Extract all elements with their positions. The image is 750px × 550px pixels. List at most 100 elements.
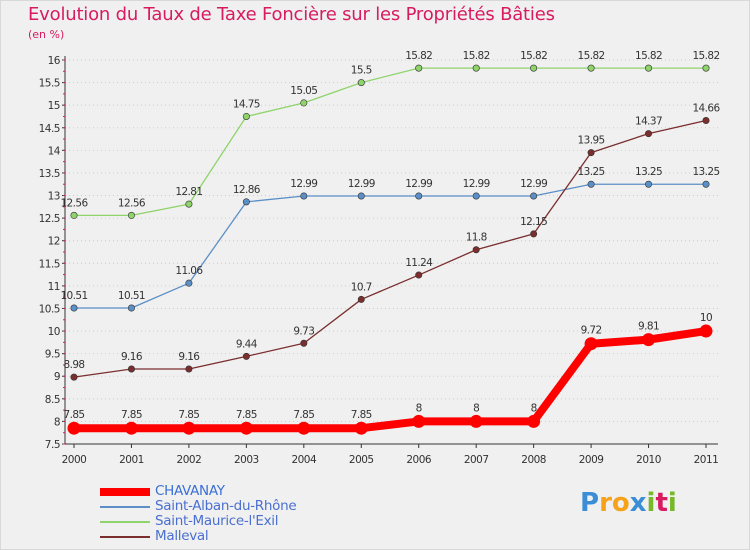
data-label: 7.85	[293, 409, 314, 421]
x-tick-label: 2001	[119, 454, 144, 466]
data-point	[415, 271, 423, 279]
y-tick-label: 14	[48, 145, 61, 157]
y-tick-label: 9.5	[45, 349, 60, 361]
data-point	[472, 64, 480, 72]
data-label: 13.95	[578, 135, 605, 147]
series-line	[73, 119, 707, 378]
data-label: 9.16	[178, 351, 200, 363]
data-point	[472, 246, 480, 254]
series-line	[73, 67, 707, 217]
data-point	[242, 198, 250, 206]
y-tick-label: 12.5	[39, 213, 60, 225]
data-label: 12.86	[233, 184, 261, 196]
data-label: 15.82	[463, 50, 490, 62]
data-point	[70, 373, 78, 381]
x-tick-label: 2011	[694, 454, 719, 466]
data-point	[185, 365, 193, 373]
data-label: 7.85	[236, 409, 257, 421]
data-point	[645, 180, 653, 188]
data-label: 11.06	[175, 265, 203, 277]
data-point	[300, 192, 308, 200]
legend-swatch	[100, 506, 150, 508]
data-point	[530, 64, 538, 72]
data-point	[645, 130, 653, 138]
data-label: 12.99	[520, 178, 547, 190]
x-tick-label: 2006	[406, 454, 432, 466]
logo-letter: o	[611, 488, 630, 518]
data-label: 12.81	[175, 186, 202, 198]
data-point	[70, 304, 78, 312]
legend-swatch	[100, 488, 150, 496]
data-point	[472, 192, 480, 200]
data-label: 13.25	[578, 166, 605, 178]
y-tick-label: 11.5	[39, 258, 60, 270]
data-label: 11.24	[405, 257, 433, 269]
y-tick-label: 8.5	[45, 394, 60, 406]
data-label: 8.98	[64, 359, 85, 371]
data-label: 15.82	[405, 50, 432, 62]
series-line	[73, 183, 707, 309]
logo-letter: i	[646, 488, 656, 518]
data-label: 9.44	[236, 338, 258, 350]
data-label: 12.15	[520, 216, 547, 228]
data-label: 15.82	[635, 50, 662, 62]
data-point	[702, 64, 710, 72]
data-point	[67, 421, 81, 435]
data-label: 12.99	[348, 178, 375, 190]
data-label: 14.37	[635, 116, 662, 128]
data-point	[530, 192, 538, 200]
data-label: 10	[700, 312, 712, 324]
data-label: 7.85	[351, 409, 372, 421]
x-tick-label: 2007	[464, 454, 489, 466]
data-label: 15.82	[520, 50, 547, 62]
data-label: 12.99	[405, 178, 432, 190]
y-tick-label: 8	[54, 416, 60, 428]
logo-letter: i	[667, 488, 677, 518]
data-point	[699, 324, 713, 338]
x-tick-label: 2004	[291, 454, 317, 466]
data-point	[354, 421, 368, 435]
data-point	[357, 192, 365, 200]
logo-letter: t	[655, 488, 668, 518]
data-label: 15.05	[290, 85, 317, 97]
legend-swatch	[100, 536, 150, 538]
data-point	[127, 365, 135, 373]
data-point	[185, 200, 193, 208]
x-tick-label: 2002	[177, 454, 202, 466]
plot-area	[65, 58, 718, 444]
data-point	[587, 149, 595, 157]
data-label: 8	[473, 402, 479, 414]
data-label: 10.51	[118, 290, 145, 302]
y-tick-label: 7.5	[45, 439, 60, 451]
proxiti-logo: Proxiti	[580, 488, 677, 518]
data-label: 12.99	[290, 178, 317, 190]
data-label: 15.82	[692, 50, 719, 62]
data-label: 9.72	[581, 325, 602, 337]
x-tick-label: 2000	[62, 454, 87, 466]
data-point	[587, 180, 595, 188]
data-point	[415, 64, 423, 72]
data-point	[415, 192, 423, 200]
data-point	[300, 99, 308, 107]
logo-letter: r	[599, 488, 612, 518]
data-label: 14.75	[233, 98, 260, 110]
y-tick-label: 9	[54, 371, 60, 383]
x-tick-label: 2005	[349, 454, 374, 466]
data-label: 10.7	[351, 281, 372, 293]
y-tick-label: 15	[48, 100, 60, 112]
data-label: 9.81	[638, 321, 659, 333]
series-line	[70, 327, 710, 433]
legend-label: CHAVANAY	[155, 483, 225, 499]
data-label: 7.85	[178, 409, 199, 421]
data-label: 9.73	[293, 325, 314, 337]
data-point	[124, 421, 138, 435]
data-label: 8	[416, 402, 422, 414]
data-point	[642, 333, 656, 347]
data-point	[702, 180, 710, 188]
y-tick-label: 15.5	[39, 78, 60, 90]
y-tick-label: 10.5	[39, 303, 60, 315]
legend-label: Saint-Maurice-l'Exil	[155, 513, 279, 529]
data-point	[587, 64, 595, 72]
data-point	[70, 211, 78, 219]
